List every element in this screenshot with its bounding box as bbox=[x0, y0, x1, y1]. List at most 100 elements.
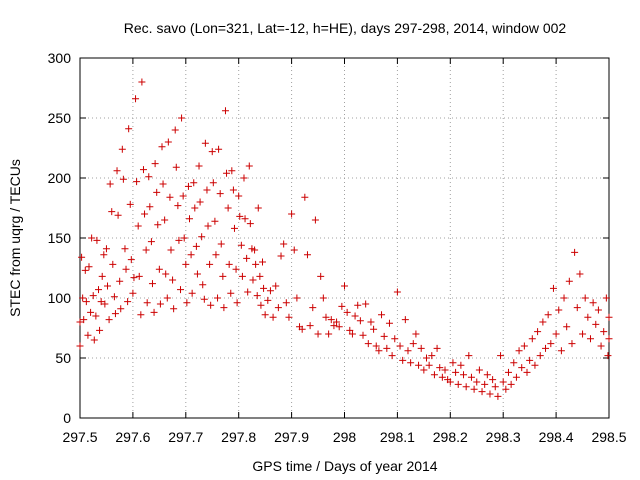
x-tick-label: 297.5 bbox=[62, 429, 97, 445]
data-point bbox=[549, 284, 557, 292]
data-point bbox=[290, 246, 298, 254]
data-point bbox=[111, 310, 119, 318]
data-point bbox=[465, 352, 473, 360]
data-point bbox=[198, 233, 206, 241]
data-point bbox=[253, 292, 261, 300]
data-point bbox=[207, 301, 215, 309]
data-point bbox=[221, 107, 229, 115]
data-point bbox=[143, 299, 151, 307]
data-point bbox=[542, 344, 550, 352]
data-point bbox=[191, 204, 199, 212]
data-point bbox=[274, 304, 282, 312]
data-point bbox=[333, 318, 341, 326]
y-tick-label: 250 bbox=[48, 110, 72, 126]
data-point bbox=[605, 335, 613, 343]
data-point bbox=[367, 318, 375, 326]
data-point bbox=[252, 260, 260, 268]
data-point bbox=[216, 190, 224, 198]
data-point bbox=[134, 222, 142, 230]
data-point bbox=[232, 265, 240, 273]
data-point bbox=[348, 330, 356, 338]
data-point bbox=[183, 299, 191, 307]
data-point bbox=[153, 188, 161, 196]
data-point bbox=[425, 361, 433, 369]
data-point bbox=[584, 313, 592, 321]
y-tick-label: 50 bbox=[55, 350, 71, 366]
data-point bbox=[84, 331, 92, 339]
data-point bbox=[208, 148, 216, 156]
x-tick-label: 298.5 bbox=[591, 429, 626, 445]
data-point bbox=[245, 162, 253, 170]
data-point bbox=[182, 260, 190, 268]
data-point bbox=[225, 260, 233, 268]
data-point bbox=[174, 202, 182, 210]
y-tick-label: 150 bbox=[48, 230, 72, 246]
data-point bbox=[285, 313, 293, 321]
data-point bbox=[199, 281, 207, 289]
y-tick-labels: 0 50 100 150 200 250 300 bbox=[48, 50, 72, 426]
data-point bbox=[322, 313, 330, 321]
data-point bbox=[576, 270, 584, 278]
x-tick-labels: 297.5 297.6 297.7 297.8 297.9 298 298.1 298.2 29… bbox=[62, 429, 626, 445]
data-point bbox=[298, 325, 306, 333]
data-point bbox=[227, 289, 235, 297]
data-point bbox=[293, 294, 301, 302]
data-point bbox=[438, 373, 446, 381]
data-point bbox=[467, 373, 475, 381]
x-tick-label: 297.7 bbox=[168, 429, 203, 445]
data-point bbox=[215, 145, 223, 153]
data-point bbox=[119, 175, 127, 183]
data-point bbox=[354, 301, 362, 309]
data-point bbox=[502, 385, 510, 393]
data-point bbox=[85, 263, 93, 271]
data-point bbox=[163, 294, 171, 302]
data-point bbox=[133, 178, 141, 186]
data-point bbox=[605, 313, 613, 321]
data-point bbox=[433, 344, 441, 352]
data-point bbox=[555, 306, 563, 314]
data-point bbox=[101, 300, 109, 308]
y-tick-label: 200 bbox=[48, 170, 72, 186]
data-point bbox=[460, 371, 468, 379]
data-point bbox=[470, 385, 478, 393]
data-point bbox=[126, 200, 134, 208]
data-point bbox=[269, 313, 277, 321]
x-tick-label: 298.1 bbox=[380, 429, 415, 445]
data-point bbox=[243, 254, 251, 262]
data-point bbox=[254, 204, 262, 212]
data-point bbox=[586, 335, 594, 343]
data-point bbox=[230, 224, 238, 232]
data-point bbox=[241, 215, 249, 223]
data-point bbox=[259, 258, 267, 266]
data-point bbox=[415, 361, 423, 369]
data-point bbox=[317, 272, 325, 280]
data-point bbox=[108, 208, 116, 216]
data-point bbox=[261, 311, 269, 319]
data-point bbox=[135, 272, 143, 280]
x-tick-label: 298.2 bbox=[433, 429, 468, 445]
data-point bbox=[534, 328, 542, 336]
data-point bbox=[335, 323, 343, 331]
data-point bbox=[581, 294, 589, 302]
data-point bbox=[171, 126, 179, 134]
data-point bbox=[523, 368, 531, 376]
data-point bbox=[76, 318, 84, 326]
data-point bbox=[113, 167, 121, 175]
data-point bbox=[138, 78, 146, 86]
data-point bbox=[341, 282, 348, 290]
data-point bbox=[515, 347, 523, 355]
data-point bbox=[116, 277, 124, 285]
data-point bbox=[494, 392, 502, 400]
data-point bbox=[512, 373, 520, 381]
data-point bbox=[203, 186, 211, 194]
data-point bbox=[449, 359, 457, 367]
x-tick-label: 297.6 bbox=[115, 429, 150, 445]
data-point bbox=[141, 210, 149, 218]
data-point bbox=[148, 280, 156, 288]
data-point bbox=[155, 265, 163, 273]
data-point bbox=[147, 238, 155, 246]
data-point bbox=[393, 288, 401, 296]
data-point bbox=[441, 366, 449, 374]
data-point bbox=[417, 344, 425, 352]
